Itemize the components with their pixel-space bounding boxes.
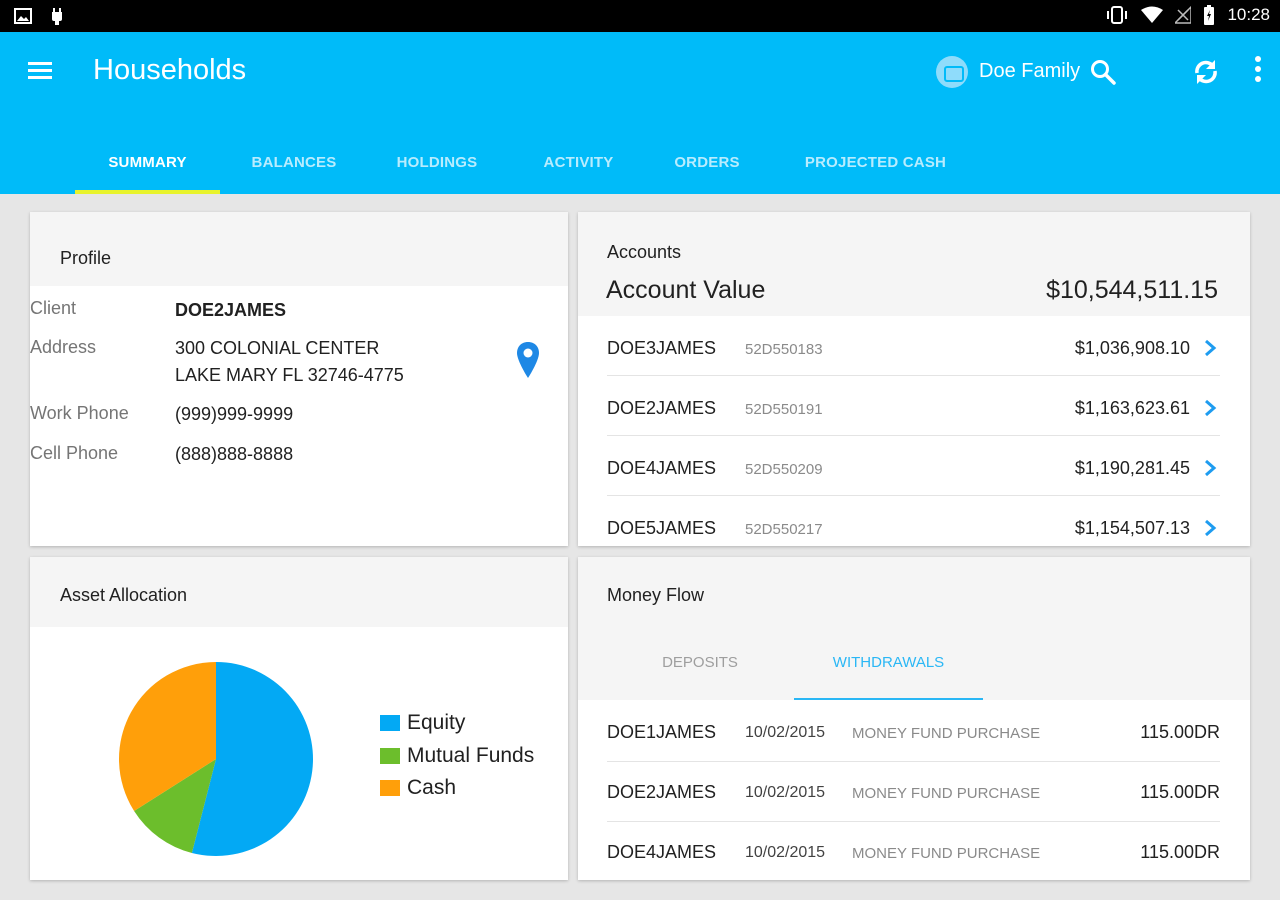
- allocation-pie-chart: [119, 662, 313, 856]
- legend-label: Cash: [407, 776, 457, 800]
- money-flow-description: MONEY FUND PURCHASE: [852, 785, 1041, 802]
- account-number: 52D550183: [745, 341, 823, 358]
- profile-card: Profile: [30, 212, 568, 546]
- account-name: DOE3JAMES: [607, 338, 717, 358]
- money-flow-amount: 115.00DR: [1140, 722, 1220, 742]
- page-title: Households: [93, 54, 247, 86]
- legend-swatch: [380, 780, 400, 797]
- refresh-icon[interactable]: [1190, 56, 1222, 88]
- tab-orders[interactable]: ORDERS: [674, 153, 740, 171]
- money-flow-description: MONEY FUND PURCHASE: [852, 845, 1041, 862]
- account-number: 52D550209: [745, 461, 823, 478]
- money-flow-title: Money Flow: [607, 585, 705, 605]
- tab-summary[interactable]: SUMMARY: [75, 130, 220, 194]
- legend-item: Equity: [380, 707, 534, 740]
- android-notification-icon: [52, 8, 62, 25]
- account-amount: $1,154,507.13: [1074, 518, 1190, 538]
- account-amount: $1,190,281.45: [1074, 458, 1190, 478]
- signal-icon: [1175, 6, 1192, 24]
- gallery-notification-icon: [14, 8, 32, 24]
- money-flow-card: Money Flow DEPOSITS WITHDRAWALS DOE1JAME…: [578, 557, 1250, 880]
- account-row[interactable]: DOE2JAMES 52D550191 $1,163,623.61: [607, 376, 1220, 436]
- profile-value: DOE2JAMES: [175, 300, 287, 320]
- tab-bar: SUMMARY BALANCES HOLDINGS ACTIVITY ORDER…: [75, 130, 988, 194]
- pie-slice-cash: [119, 662, 216, 811]
- account-name: DOE4JAMES: [607, 458, 717, 478]
- search-icon[interactable]: [1090, 59, 1116, 85]
- status-time: 10:28: [1227, 5, 1270, 24]
- account-value-total: $10,544,511.15: [1046, 276, 1218, 304]
- legend-label: Equity: [407, 711, 466, 735]
- chevron-right-icon[interactable]: [1202, 398, 1218, 418]
- account-row[interactable]: DOE3JAMES 52D550183 $1,036,908.10: [607, 316, 1220, 376]
- money-flow-name: DOE1JAMES: [607, 722, 717, 742]
- money-flow-description: MONEY FUND PURCHASE: [852, 725, 1041, 742]
- legend-item: Mutual Funds: [380, 740, 534, 773]
- chevron-right-icon[interactable]: [1202, 458, 1218, 478]
- money-flow-date: 10/02/2015: [745, 724, 826, 741]
- asset-allocation-title: Asset Allocation: [30, 557, 568, 627]
- accounts-title: Accounts: [607, 242, 682, 262]
- pie-slice-equity: [191, 662, 313, 856]
- pie-slice-mutual-funds: [134, 759, 216, 853]
- money-flow-date: 10/02/2015: [745, 784, 826, 801]
- profile-label: Address: [30, 337, 97, 357]
- profile-value: (999)999-9999: [175, 404, 294, 424]
- tab-deposits[interactable]: DEPOSITS: [662, 654, 738, 671]
- accounts-card: Accounts Account Value $10,544,511.15 DO…: [578, 212, 1250, 546]
- money-flow-row[interactable]: DOE4JAMES 10/02/2015 MONEY FUND PURCHASE…: [607, 822, 1220, 880]
- account-value-label: Account Value: [606, 276, 766, 304]
- family-name[interactable]: Doe Family: [979, 60, 1081, 82]
- profile-address-line2: LAKE MARY FL 32746-4775: [175, 365, 404, 385]
- legend-swatch: [380, 747, 400, 764]
- profile-value: (888)888-8888: [175, 444, 294, 464]
- chevron-right-icon[interactable]: [1202, 338, 1218, 358]
- status-bar: 10:28: [0, 0, 1280, 32]
- app-bar: Households Doe Family SUMMARY BALANCES H…: [0, 32, 1280, 194]
- money-flow-header: Money Flow DEPOSITS WITHDRAWALS: [578, 557, 1250, 700]
- tab-balances[interactable]: BALANCES: [251, 153, 337, 171]
- menu-icon[interactable]: [26, 58, 54, 86]
- map-pin-icon[interactable]: [513, 340, 543, 380]
- profile-label: Client: [30, 298, 77, 318]
- asset-allocation-card: Asset Allocation Equity Mutual Funds Cash: [30, 557, 568, 880]
- chevron-right-icon[interactable]: [1202, 518, 1218, 538]
- account-name: DOE2JAMES: [607, 398, 717, 418]
- legend-item: Cash: [380, 772, 534, 805]
- accounts-header: Accounts Account Value $10,544,511.15: [578, 212, 1250, 316]
- account-number: 52D550191: [745, 401, 823, 418]
- family-avatar-icon[interactable]: [936, 56, 968, 88]
- profile-address-line1: 300 COLONIAL CENTER: [175, 338, 380, 358]
- profile-label: Cell Phone: [30, 443, 119, 463]
- money-flow-amount: 115.00DR: [1140, 842, 1220, 862]
- tab-withdrawals[interactable]: WITHDRAWALS: [794, 625, 983, 700]
- legend-swatch: [380, 715, 400, 732]
- account-amount: $1,036,908.10: [1074, 338, 1190, 358]
- battery-icon: [1204, 5, 1215, 25]
- profile-title: Profile: [30, 212, 568, 286]
- money-flow-row[interactable]: DOE1JAMES 10/02/2015 MONEY FUND PURCHASE…: [607, 702, 1220, 762]
- vibrate-icon: [1107, 6, 1128, 24]
- tab-holdings[interactable]: HOLDINGS: [396, 153, 478, 171]
- account-name: DOE5JAMES: [607, 518, 717, 538]
- profile-label: Work Phone: [30, 403, 129, 423]
- allocation-legend: Equity Mutual Funds Cash: [380, 707, 534, 805]
- account-number: 52D550217: [745, 521, 823, 538]
- account-row[interactable]: DOE4JAMES 52D550209 $1,190,281.45: [607, 436, 1220, 496]
- wifi-icon: [1141, 6, 1164, 23]
- money-flow-date: 10/02/2015: [745, 844, 826, 861]
- money-flow-amount: 115.00DR: [1140, 782, 1220, 802]
- account-row[interactable]: DOE5JAMES 52D550217 $1,154,507.13: [607, 496, 1220, 546]
- money-flow-row[interactable]: DOE2JAMES 10/02/2015 MONEY FUND PURCHASE…: [607, 762, 1220, 822]
- more-vert-icon[interactable]: [1248, 56, 1268, 90]
- tab-projected-cash[interactable]: PROJECTED CASH: [804, 153, 947, 171]
- account-amount: $1,163,623.61: [1074, 398, 1190, 418]
- tab-activity[interactable]: ACTIVITY: [543, 153, 614, 171]
- money-flow-name: DOE2JAMES: [607, 782, 717, 802]
- money-flow-name: DOE4JAMES: [607, 842, 717, 862]
- legend-label: Mutual Funds: [407, 743, 535, 767]
